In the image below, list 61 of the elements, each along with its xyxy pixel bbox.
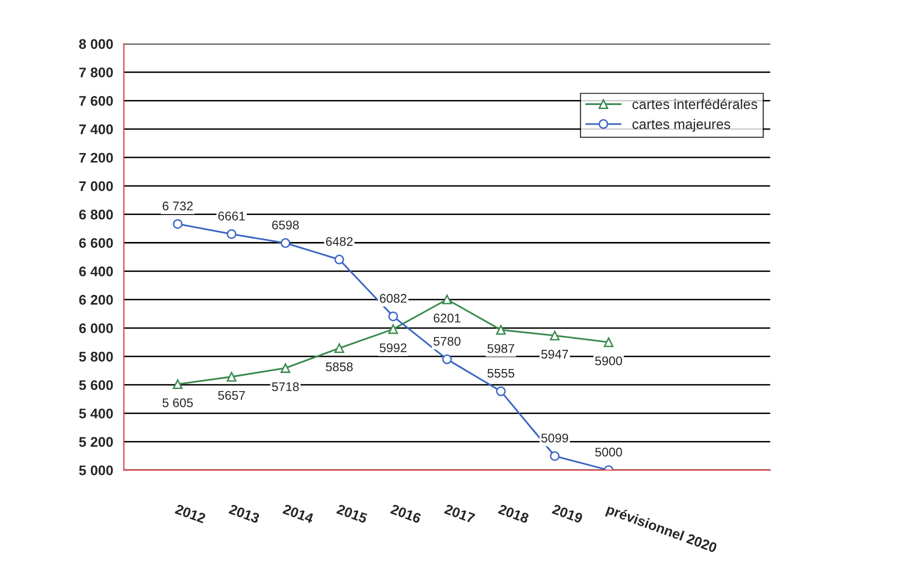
x-tick-label: 2012 — [174, 504, 206, 524]
y-tick-label: 6 600 — [79, 238, 113, 248]
point — [334, 343, 344, 354]
legend-label: cartes majeures — [632, 118, 730, 132]
y-tick-label: 5 600 — [79, 380, 113, 390]
data-label: 5555 — [487, 368, 514, 378]
y-tick-label: 6 400 — [79, 266, 113, 276]
point — [172, 219, 183, 229]
point — [550, 451, 560, 461]
data-label: 6 732 — [162, 202, 193, 210]
y-tick-label: 5 000 — [79, 465, 113, 476]
data-label: 5657 — [218, 390, 245, 400]
y-tick-label: 7 200 — [79, 152, 113, 163]
x-tick-label: 2019 — [552, 504, 584, 524]
y-tick-label: 7 000 — [79, 181, 113, 192]
point — [280, 363, 290, 373]
data-label: 5099 — [541, 434, 568, 442]
legend-label: cartes interfédérales — [632, 98, 758, 110]
point — [550, 330, 560, 340]
data-label: 6482 — [326, 237, 353, 246]
y-tick-label: 7 800 — [79, 68, 113, 78]
data-label: 5992 — [380, 343, 406, 352]
data-label: 6201 — [434, 314, 460, 323]
y-tick-label: 5 400 — [79, 408, 113, 418]
data-label: 6082 — [380, 294, 406, 303]
y-tick-label: 6 800 — [79, 210, 113, 220]
point — [496, 386, 506, 396]
data-label: 5780 — [434, 336, 460, 346]
data-label: 5947 — [541, 350, 568, 359]
point — [172, 379, 183, 390]
data-label: 5987 — [487, 344, 514, 353]
x-tick-label: 2013 — [228, 504, 260, 524]
point — [280, 238, 290, 248]
point — [226, 372, 236, 382]
point — [334, 254, 344, 264]
point — [442, 294, 452, 304]
y-tick-label: 7 400 — [79, 124, 113, 134]
data-label: 6661 — [218, 212, 245, 220]
y-tick-label: 8 000 — [79, 39, 113, 49]
x-tick-label: 2016 — [390, 504, 422, 524]
y-tick-label: 5 800 — [79, 352, 113, 362]
point — [388, 312, 398, 322]
y-tick-label: 6 000 — [79, 323, 113, 334]
x-tick-label: 2014 — [282, 504, 314, 524]
data-label: 5 605 — [162, 398, 193, 408]
y-tick-label: 5 200 — [79, 437, 113, 447]
data-label: 5000 — [595, 448, 622, 457]
y-tick-label: 7 600 — [79, 96, 113, 106]
point — [226, 229, 236, 239]
data-label: 6598 — [272, 220, 299, 230]
point — [388, 324, 398, 334]
x-tick-label: 2018 — [498, 504, 530, 524]
data-label: 5900 — [595, 356, 622, 366]
y-tick-label: 6 200 — [79, 294, 113, 305]
x-tick-label: 2015 — [336, 504, 368, 524]
data-label: 5858 — [326, 362, 353, 372]
x-tick-label: 2017 — [444, 504, 476, 524]
point — [442, 354, 452, 364]
point — [604, 337, 614, 348]
data-label: 5718 — [272, 382, 299, 392]
point — [496, 325, 506, 335]
